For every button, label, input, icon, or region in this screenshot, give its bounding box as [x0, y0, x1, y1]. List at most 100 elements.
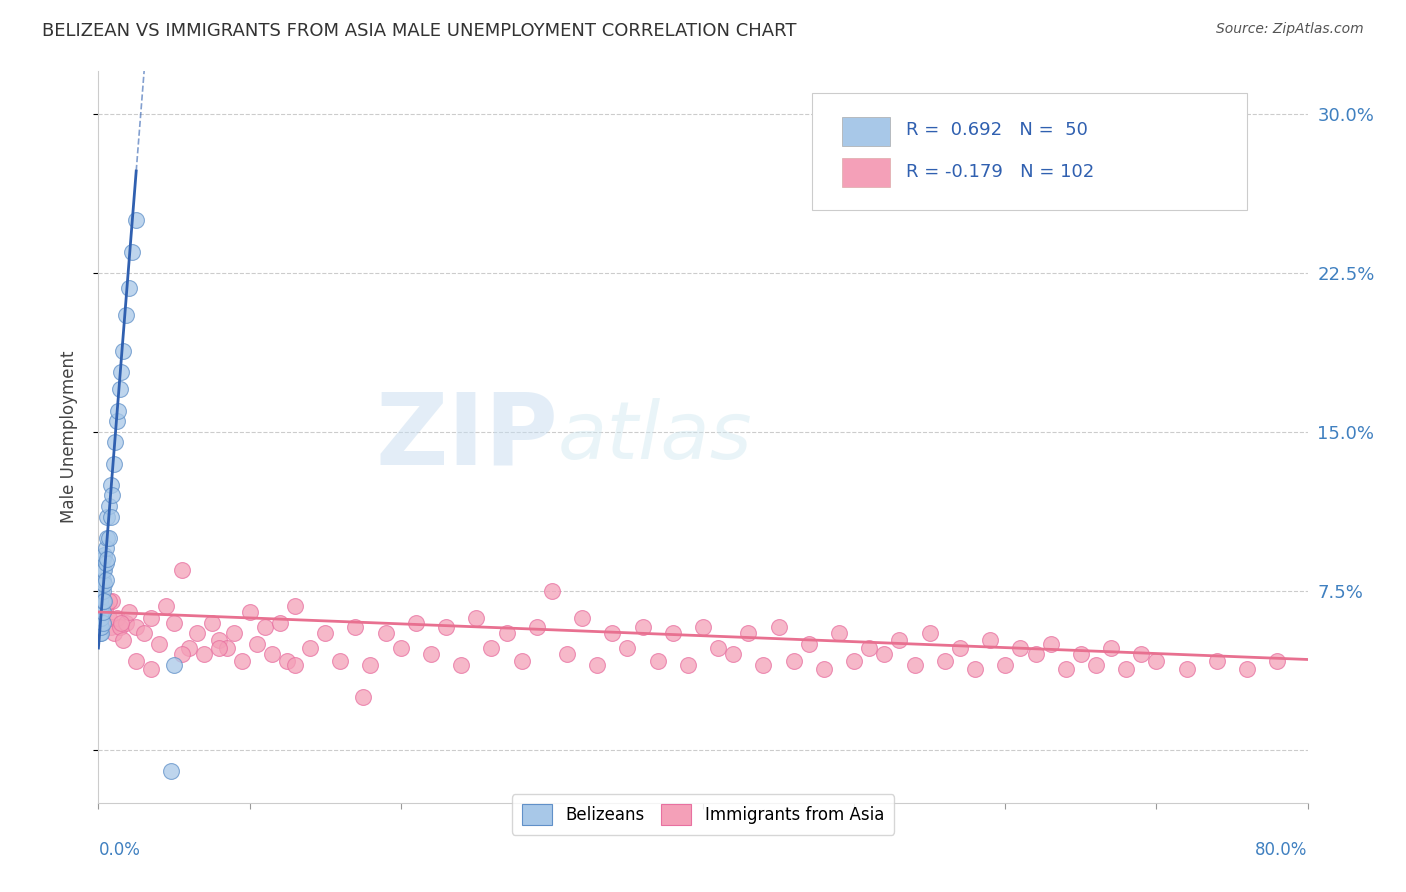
- Point: [93, 563, 115, 577]
- Point: [783, 654, 806, 668]
- Point: [100, 509, 122, 524]
- Text: R = -0.179   N = 102: R = -0.179 N = 102: [905, 163, 1094, 181]
- Point: [299, 640, 322, 655]
- Point: [100, 620, 122, 634]
- Point: [91, 573, 114, 587]
- Point: [132, 626, 155, 640]
- Point: [344, 620, 367, 634]
- Point: [90, 583, 112, 598]
- Point: [94, 599, 117, 613]
- Point: [360, 658, 382, 673]
- Point: [994, 658, 1017, 673]
- Point: [1175, 662, 1198, 676]
- Point: [723, 648, 745, 662]
- Point: [96, 552, 118, 566]
- Point: [1206, 654, 1229, 668]
- Legend: Belizeans, Immigrants from Asia: Belizeans, Immigrants from Asia: [512, 795, 894, 835]
- Point: [208, 632, 231, 647]
- Point: [89, 615, 111, 630]
- Point: [768, 620, 790, 634]
- Point: [89, 599, 111, 613]
- Point: [918, 626, 941, 640]
- Point: [141, 662, 163, 676]
- Point: [91, 605, 114, 619]
- Point: [90, 577, 112, 591]
- Point: [616, 640, 638, 655]
- Point: [114, 615, 136, 630]
- Point: [163, 615, 186, 630]
- Point: [98, 594, 121, 608]
- Text: ZIP: ZIP: [375, 389, 558, 485]
- Point: [111, 632, 134, 647]
- Point: [118, 280, 141, 294]
- Point: [253, 620, 276, 634]
- Point: [389, 640, 412, 655]
- Point: [91, 552, 114, 566]
- Point: [692, 620, 714, 634]
- Point: [752, 658, 775, 673]
- Point: [526, 620, 548, 634]
- Point: [94, 556, 117, 570]
- Point: [91, 605, 114, 619]
- Point: [707, 640, 730, 655]
- Point: [979, 632, 1001, 647]
- Point: [262, 648, 284, 662]
- Point: [148, 637, 170, 651]
- Point: [104, 435, 127, 450]
- Point: [107, 403, 129, 417]
- Point: [155, 599, 177, 613]
- Point: [405, 615, 427, 630]
- Point: [481, 640, 503, 655]
- Point: [193, 648, 215, 662]
- Point: [89, 611, 111, 625]
- Text: 80.0%: 80.0%: [1256, 841, 1308, 859]
- Point: [89, 626, 111, 640]
- Text: Source: ZipAtlas.com: Source: ZipAtlas.com: [1216, 22, 1364, 37]
- Point: [949, 640, 972, 655]
- Point: [276, 654, 298, 668]
- Point: [89, 620, 111, 634]
- Point: [118, 605, 141, 619]
- Point: [93, 577, 115, 591]
- Point: [269, 615, 291, 630]
- Point: [91, 615, 114, 630]
- Point: [813, 662, 835, 676]
- Point: [103, 626, 125, 640]
- Point: [91, 563, 114, 577]
- FancyBboxPatch shape: [842, 117, 890, 146]
- Point: [828, 626, 851, 640]
- Point: [93, 548, 115, 562]
- Point: [89, 605, 111, 619]
- Point: [125, 212, 148, 227]
- Point: [571, 611, 593, 625]
- Point: [163, 658, 186, 673]
- Point: [89, 594, 111, 608]
- FancyBboxPatch shape: [811, 94, 1247, 211]
- Point: [586, 658, 609, 673]
- Point: [1099, 640, 1122, 655]
- Point: [1024, 648, 1046, 662]
- Point: [1039, 637, 1062, 651]
- FancyBboxPatch shape: [842, 158, 890, 187]
- Point: [121, 244, 143, 259]
- Point: [858, 640, 880, 655]
- Point: [631, 620, 654, 634]
- Point: [352, 690, 374, 704]
- Point: [94, 573, 117, 587]
- Point: [1085, 658, 1108, 673]
- Point: [434, 620, 457, 634]
- Point: [101, 488, 124, 502]
- Point: [1144, 654, 1167, 668]
- Point: [661, 626, 683, 640]
- Point: [91, 594, 114, 608]
- Point: [555, 648, 578, 662]
- Point: [231, 654, 253, 668]
- Point: [98, 531, 121, 545]
- Point: [904, 658, 927, 673]
- Point: [170, 563, 193, 577]
- Point: [602, 626, 624, 640]
- Point: [314, 626, 336, 640]
- Point: [111, 344, 134, 359]
- Point: [90, 626, 112, 640]
- Point: [239, 605, 262, 619]
